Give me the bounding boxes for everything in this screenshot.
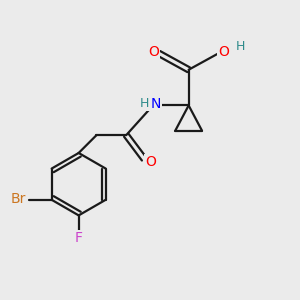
Text: O: O (148, 45, 159, 59)
Text: Br: Br (11, 192, 26, 206)
Text: O: O (145, 155, 156, 170)
Text: N: N (151, 97, 161, 111)
Text: O: O (218, 45, 229, 59)
Text: H: H (236, 40, 245, 53)
Text: H: H (140, 98, 149, 110)
Text: F: F (75, 231, 83, 245)
